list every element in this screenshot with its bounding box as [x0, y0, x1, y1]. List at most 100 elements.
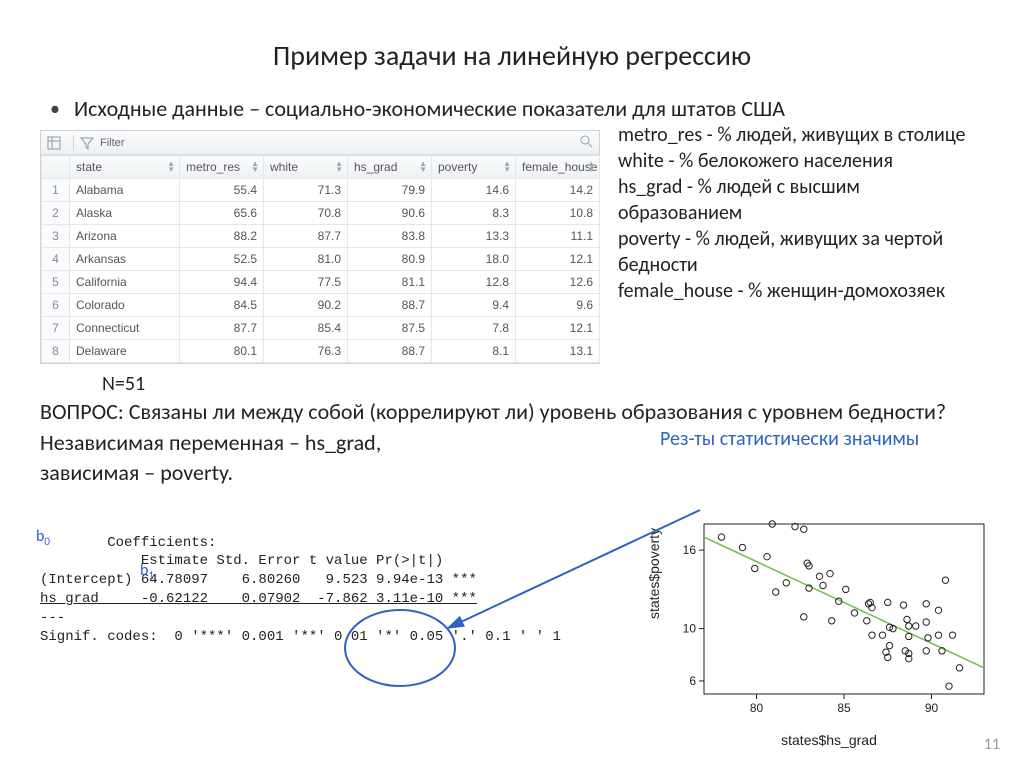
data-table: state▲▼ metro_res▲▼ white▲▼ hs_grad▲▼ po…	[41, 155, 600, 363]
column-definitions: metro_res - % людей, живущих в столице w…	[618, 122, 984, 304]
table-toolbar: Filter	[41, 131, 599, 155]
lead-text: Исходные данные – социально-экономически…	[74, 95, 785, 122]
coef-row-intercept: (Intercept) 64.78097 6.80260 9.523 9.94e…	[40, 572, 477, 588]
cell-poverty: 12.8	[432, 271, 516, 294]
page-number: 11	[984, 735, 1000, 754]
table-icon[interactable]	[47, 136, 61, 150]
table-row[interactable]: 6Colorado84.590.288.79.49.6	[42, 294, 600, 317]
svg-text:10: 10	[683, 622, 697, 636]
row-number: 7	[42, 317, 70, 340]
cell-white: 90.2	[264, 294, 348, 317]
row-number: 6	[42, 294, 70, 317]
cell-metro_res: 87.7	[180, 317, 264, 340]
table-header-row: state▲▼ metro_res▲▼ white▲▼ hs_grad▲▼ po…	[42, 156, 600, 179]
cell-metro_res: 94.4	[180, 271, 264, 294]
row-number: 3	[42, 225, 70, 248]
filter-label: Filter	[100, 137, 124, 149]
cell-hs_grad: 90.6	[348, 202, 432, 225]
b0-label: b0	[36, 526, 50, 550]
def-female_house: female_house - % женщин-домохозяек	[618, 278, 984, 304]
table-row[interactable]: 2Alaska65.670.890.68.310.8	[42, 202, 600, 225]
table-row[interactable]: 8Delaware80.176.388.78.113.1	[42, 340, 600, 363]
cell-female_house: 13.1	[516, 340, 600, 363]
cell-white: 76.3	[264, 340, 348, 363]
coef-title: Coefficients:	[107, 535, 216, 551]
question-text: ВОПРОС: Связаны ли между собой (коррелир…	[40, 398, 984, 427]
search-icon[interactable]	[579, 134, 593, 151]
cell-state: Alaska	[70, 202, 180, 225]
coefficients-block: b0 b1Coefficients: Estimate Std. Error t…	[40, 496, 600, 647]
col-poverty[interactable]: poverty▲▼	[432, 156, 516, 179]
cell-state: Delaware	[70, 340, 180, 363]
row-number: 2	[42, 202, 70, 225]
cell-white: 85.4	[264, 317, 348, 340]
row-number: 5	[42, 271, 70, 294]
def-metro_res: metro_res - % людей, живущих в столице	[618, 122, 984, 148]
data-table-panel: Filter state▲▼ metro_res▲▼ white▲▼ hs_gr…	[40, 130, 600, 364]
cell-metro_res: 84.5	[180, 294, 264, 317]
col-blank	[42, 156, 70, 179]
cell-metro_res: 88.2	[180, 225, 264, 248]
cell-hs_grad: 87.5	[348, 317, 432, 340]
cell-female_house: 14.2	[516, 179, 600, 202]
cell-poverty: 9.4	[432, 294, 516, 317]
cell-female_house: 12.1	[516, 317, 600, 340]
cell-metro_res: 65.6	[180, 202, 264, 225]
cell-female_house: 12.1	[516, 248, 600, 271]
cell-white: 87.7	[264, 225, 348, 248]
svg-text:85: 85	[837, 701, 851, 715]
cell-female_house: 9.6	[516, 294, 600, 317]
table-row[interactable]: 4Arkansas52.581.080.918.012.1	[42, 248, 600, 271]
significance-annotation: Рез-ты статистически значимы	[660, 427, 984, 451]
cell-female_house: 10.8	[516, 202, 600, 225]
cell-white: 77.5	[264, 271, 348, 294]
bullet-dot: •	[50, 97, 60, 121]
col-metro_res[interactable]: metro_res▲▼	[180, 156, 264, 179]
scatter-svg: 80 85 90 6 10 16	[664, 514, 994, 724]
n-count: N=51	[102, 372, 984, 396]
cell-metro_res: 80.1	[180, 340, 264, 363]
cell-hs_grad: 81.1	[348, 271, 432, 294]
cell-poverty: 7.8	[432, 317, 516, 340]
col-hs_grad[interactable]: hs_grad▲▼	[348, 156, 432, 179]
slide-title: Пример задачи на линейную регрессию	[40, 38, 984, 73]
cell-hs_grad: 79.9	[348, 179, 432, 202]
svg-text:16: 16	[683, 543, 697, 557]
cell-state: California	[70, 271, 180, 294]
cell-hs_grad: 88.7	[348, 340, 432, 363]
b1-label: b1	[140, 560, 154, 584]
table-row[interactable]: 1Alabama55.471.379.914.614.2	[42, 179, 600, 202]
cell-white: 81.0	[264, 248, 348, 271]
table-row[interactable]: 7Connecticut87.785.487.57.812.1	[42, 317, 600, 340]
col-white[interactable]: white▲▼	[264, 156, 348, 179]
filter-icon[interactable]	[80, 136, 94, 150]
svg-text:80: 80	[750, 701, 764, 715]
coef-header: Estimate Std. Error t value Pr(>|t|)	[40, 553, 443, 569]
scatter-plot: states$poverty 80859061016 states$hs_gra…	[664, 514, 994, 724]
row-number: 1	[42, 179, 70, 202]
cell-state: Colorado	[70, 294, 180, 317]
coef-dash: ---	[40, 610, 65, 626]
svg-text:90: 90	[925, 701, 939, 715]
cell-state: Alabama	[70, 179, 180, 202]
indep-var-text: Независимая переменная – hs_grad,	[40, 429, 600, 458]
table-row[interactable]: 3Arizona88.287.783.813.311.1	[42, 225, 600, 248]
svg-text:6: 6	[689, 674, 696, 688]
dep-var-text: зависимая – poverty.	[40, 459, 600, 488]
scatter-ylabel: states$poverty	[646, 528, 662, 619]
cell-metro_res: 52.5	[180, 248, 264, 271]
cell-metro_res: 55.4	[180, 179, 264, 202]
scatter-xlabel: states$hs_grad	[664, 732, 994, 748]
col-female_house[interactable]: female_house▲▼	[516, 156, 600, 179]
table-row[interactable]: 5California94.477.581.112.812.6	[42, 271, 600, 294]
cell-poverty: 13.3	[432, 225, 516, 248]
cell-female_house: 11.1	[516, 225, 600, 248]
cell-white: 71.3	[264, 179, 348, 202]
row-number: 8	[42, 340, 70, 363]
cell-state: Arkansas	[70, 248, 180, 271]
cell-poverty: 8.1	[432, 340, 516, 363]
def-hs_grad: hs_grad - % людей с высшим образованием	[618, 174, 984, 226]
cell-state: Connecticut	[70, 317, 180, 340]
cell-hs_grad: 83.8	[348, 225, 432, 248]
col-state[interactable]: state▲▼	[70, 156, 180, 179]
